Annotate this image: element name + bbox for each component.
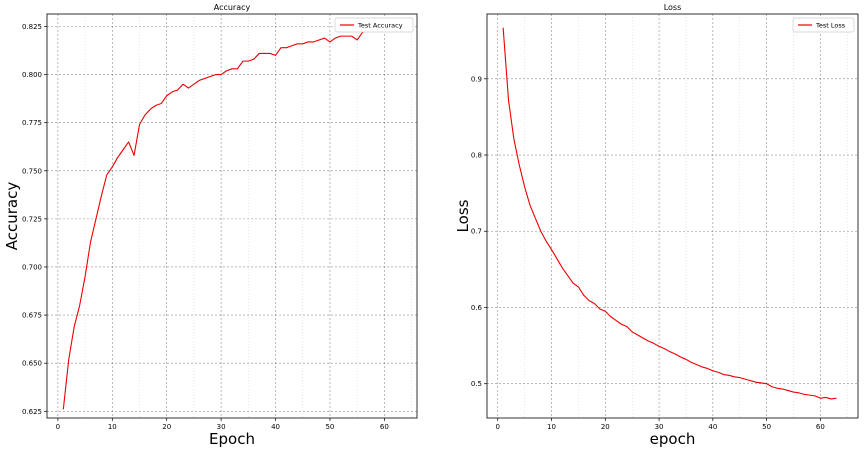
axes-frame [486, 13, 859, 419]
y-tick-label: 0.825 [22, 23, 42, 31]
y-tick-label: 0.5 [471, 380, 482, 388]
legend-entry-label: Test Accuracy [357, 21, 403, 29]
y-tick-label: 0.650 [22, 360, 42, 368]
x-tick-label: 50 [325, 423, 334, 431]
accuracy-panel: 0 10 20 30 40 50 60 0.625 0.650 0.675 0.700 0.725 0.… [3, 3, 418, 448]
y-tick-label: 0.7 [471, 228, 482, 236]
legend-entry-label: Test Loss [815, 21, 846, 29]
chart-title: Accuracy [214, 3, 251, 12]
chart-title: Loss [664, 3, 682, 12]
x-tick-label: 20 [601, 423, 610, 431]
x-tick-label: 0 [56, 423, 60, 431]
x-tick-label: 60 [816, 423, 825, 431]
y-tick-label: 0.675 [22, 312, 42, 320]
y-tick-label: 0.700 [22, 263, 42, 271]
y-tick-label: 0.725 [22, 215, 42, 223]
x-tick-label: 10 [108, 423, 117, 431]
x-tick-label: 60 [380, 423, 389, 431]
y-tick-label: 0.6 [471, 304, 483, 312]
x-tick-label: 40 [708, 423, 717, 431]
loss-panel: 0 10 20 30 40 50 60 0.5 0.6 0.7 0.8 0.9 Loss epoch Los… [454, 3, 859, 448]
y-axis-label: Accuracy [3, 182, 21, 251]
series-line-0 [502, 27, 837, 400]
y-tick-label: 0.9 [471, 75, 482, 83]
x-tick-label: 0 [496, 423, 500, 431]
legend-box [792, 17, 855, 33]
legend: Test Accuracy [334, 17, 414, 33]
x-tick-label: 40 [271, 423, 280, 431]
y-tick-label: 0.800 [22, 71, 42, 79]
x-axis-label: epoch [650, 430, 696, 448]
y-axis-label: Loss [454, 199, 472, 232]
x-tick-label: 50 [762, 423, 771, 431]
legend-box [334, 17, 414, 33]
y-tick-label: 0.775 [22, 119, 42, 127]
y-tick-label: 0.625 [22, 408, 42, 416]
axes-frame [46, 13, 418, 419]
x-tick-label: 30 [217, 423, 226, 431]
series-line-0 [62, 24, 401, 410]
y-tick-label: 0.8 [471, 152, 482, 160]
y-tick-label: 0.750 [22, 167, 42, 175]
x-tick-label: 10 [547, 423, 556, 431]
x-axis-label: Epoch [209, 430, 255, 448]
legend: Test Loss [792, 17, 855, 33]
x-tick-label: 30 [655, 423, 664, 431]
x-tick-label: 20 [162, 423, 171, 431]
